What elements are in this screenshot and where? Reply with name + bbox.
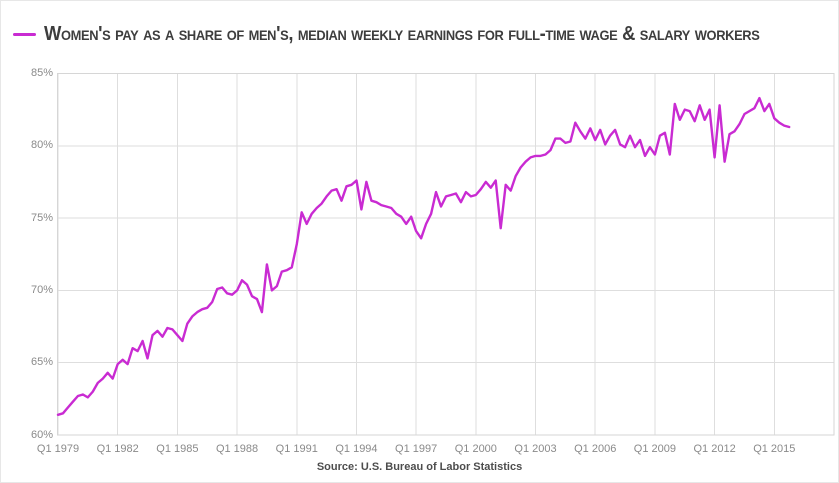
y-tick-label: 75% xyxy=(30,211,53,224)
y-tick-label: 85% xyxy=(30,67,53,79)
x-tick-label: Q1 2006 xyxy=(574,443,617,455)
x-tick-label: Q1 1979 xyxy=(36,443,80,455)
chart-title: Women's pay as a share of men's, median … xyxy=(44,22,760,45)
earnings-ratio-line xyxy=(56,96,791,416)
x-tick-label: Q1 2003 xyxy=(514,443,557,455)
x-tick-label: Q1 1991 xyxy=(275,443,318,455)
plot-border xyxy=(57,73,835,436)
x-tick-label: Q1 2012 xyxy=(693,443,736,455)
x-tick-label: Q1 2015 xyxy=(753,443,796,455)
x-tick-label: Q1 1997 xyxy=(395,443,438,455)
y-tick-label: 60% xyxy=(30,428,53,441)
x-tick-label: Q1 1982 xyxy=(96,443,139,455)
legend-line-swatch xyxy=(13,32,36,37)
x-tick-label: Q1 1988 xyxy=(215,443,259,455)
y-tick-label: 80% xyxy=(30,139,53,152)
y-tick-label: 70% xyxy=(30,283,53,296)
x-tick-label: Q1 1994 xyxy=(335,443,378,455)
legend: Women's pay as a share of men's, median … xyxy=(13,22,822,46)
y-tick-label: 65% xyxy=(30,356,53,369)
x-tick-label: Q1 2009 xyxy=(633,443,676,455)
x-tick-label: Q1 1985 xyxy=(156,443,199,455)
source-note: Source: U.S. Bureau of Labor Statistics xyxy=(316,461,523,473)
x-tick-label: Q1 2000 xyxy=(454,443,497,455)
